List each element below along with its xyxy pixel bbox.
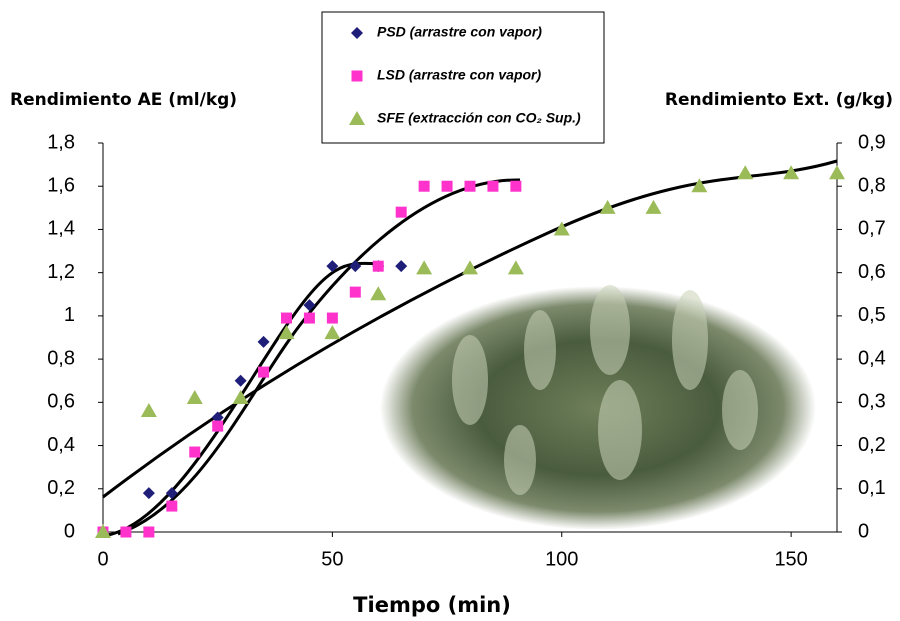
y2-axis-title: Rendimiento Ext. (g/kg) <box>665 90 893 110</box>
data-point <box>395 260 407 272</box>
data-point <box>510 181 521 192</box>
y-tick-label: 0,6 <box>47 391 75 413</box>
data-point <box>442 181 453 192</box>
data-point <box>281 313 292 324</box>
data-point <box>396 207 407 218</box>
y-tick-label: 1,6 <box>47 175 75 197</box>
data-point <box>187 390 203 404</box>
legend-marker <box>352 71 363 82</box>
data-point <box>143 487 155 499</box>
data-point <box>120 527 131 538</box>
data-point <box>166 501 177 512</box>
x-tick-label: 50 <box>321 548 343 570</box>
y2-tick-label: 0 <box>858 520 869 542</box>
y-tick-label: 1,2 <box>47 261 75 283</box>
y-tick-label: 1 <box>64 304 75 326</box>
y2-tick-label: 0,8 <box>858 175 886 197</box>
data-point <box>327 313 338 324</box>
data-point <box>419 181 430 192</box>
y2-tick-label: 0,2 <box>858 434 886 456</box>
y-tick-label: 0,8 <box>47 347 75 369</box>
x-tick-label: 150 <box>774 548 807 570</box>
data-point <box>235 375 247 387</box>
data-point <box>465 181 476 192</box>
legend-label: SFE (extracción con CO₂ Sup.) <box>377 110 581 126</box>
y2-tick-label: 0,4 <box>858 347 886 369</box>
data-point <box>416 260 432 274</box>
chart: Rendimiento AE (ml/kg) Rendimiento Ext. … <box>0 0 900 621</box>
y-tick-label: 0,2 <box>47 477 75 499</box>
y2-tick-label: 0,7 <box>858 218 886 240</box>
data-point <box>324 325 340 339</box>
data-point <box>143 527 154 538</box>
data-point <box>258 336 270 348</box>
y-axis-title: Rendimiento AE (ml/kg) <box>10 90 237 110</box>
y-tick-label: 0 <box>64 520 75 542</box>
data-point <box>370 286 386 300</box>
data-point <box>189 447 200 458</box>
y2-tick-label: 0,3 <box>858 391 886 413</box>
legend-label: LSD (arrastre con vapor) <box>377 67 541 83</box>
x-tick-label: 0 <box>97 548 108 570</box>
data-point <box>212 421 223 432</box>
data-point <box>646 200 662 214</box>
y2-tick-label: 0,5 <box>858 304 886 326</box>
data-point <box>737 165 753 179</box>
data-point <box>349 260 361 272</box>
data-point <box>829 165 845 179</box>
data-point <box>95 524 111 538</box>
x-tick-label: 100 <box>545 548 578 570</box>
data-point <box>304 313 315 324</box>
data-point <box>258 367 269 378</box>
data-point <box>141 403 157 417</box>
y-tick-label: 1,8 <box>47 131 75 153</box>
x-axis-title: Tiempo (min) <box>353 593 511 617</box>
data-point <box>373 261 384 272</box>
data-point <box>487 181 498 192</box>
data-point <box>350 287 361 298</box>
y-tick-label: 0,4 <box>47 434 75 456</box>
data-point <box>508 260 524 274</box>
y2-tick-label: 0,1 <box>858 477 886 499</box>
y2-tick-label: 0,6 <box>858 261 886 283</box>
y-tick-label: 1,4 <box>47 218 75 240</box>
y2-tick-label: 0,9 <box>858 131 886 153</box>
legend-label: PSD (arrastre con vapor) <box>377 24 542 40</box>
